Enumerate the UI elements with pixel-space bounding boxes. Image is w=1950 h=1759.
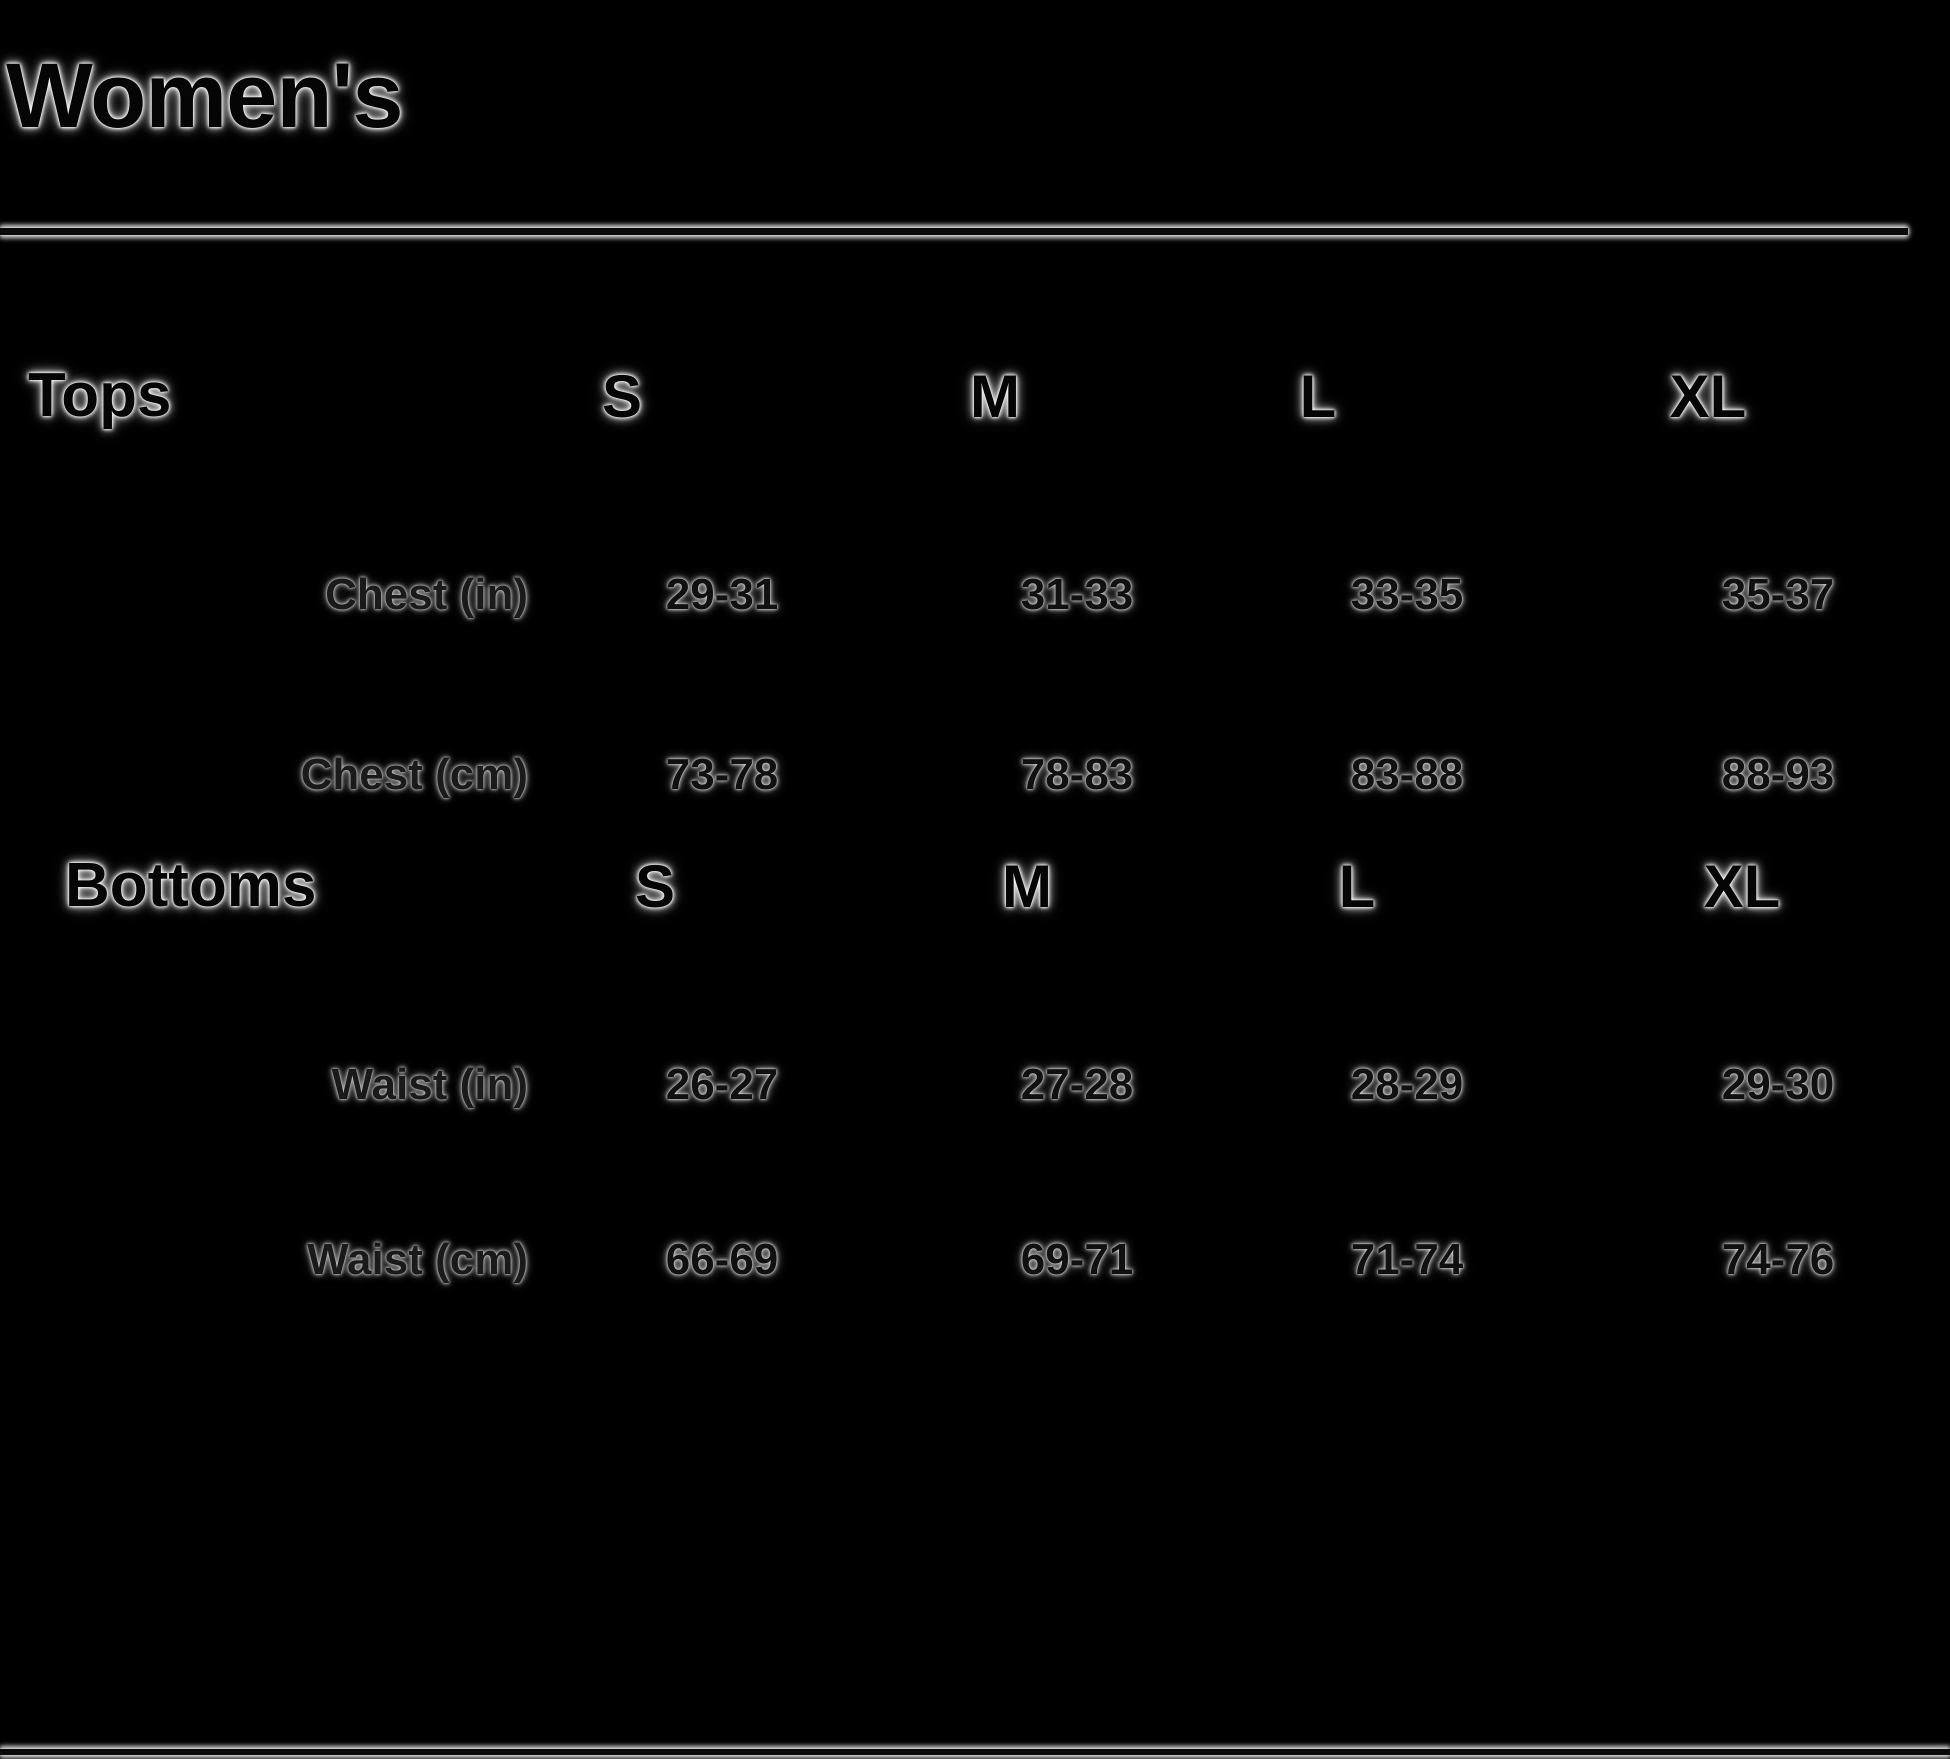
page-title: Women's bbox=[6, 44, 404, 147]
tops-category-label: Tops bbox=[28, 361, 172, 430]
bottoms-row-label-waist-cm: Waist (cm) bbox=[307, 1235, 528, 1284]
bottoms-waist-cm-s: 66-69 bbox=[665, 1235, 779, 1284]
footer-divider bbox=[0, 1749, 1950, 1755]
bottoms-waist-cm-l: 71-74 bbox=[1350, 1235, 1464, 1284]
tops-chest-in-l: 33-35 bbox=[1350, 570, 1464, 619]
bottoms-waist-cm-m: 69-71 bbox=[1020, 1235, 1134, 1284]
bottoms-size-header-m: M bbox=[1002, 853, 1052, 920]
tops-size-header-s: S bbox=[601, 363, 643, 430]
bottoms-waist-in-l: 28-29 bbox=[1350, 1060, 1464, 1109]
tops-chest-cm-m: 78-83 bbox=[1020, 750, 1134, 799]
tops-chest-cm-l: 83-88 bbox=[1350, 750, 1464, 799]
bottoms-size-header-l: L bbox=[1338, 853, 1376, 920]
tops-size-header-m: M bbox=[970, 363, 1020, 430]
tops-chest-cm-s: 73-78 bbox=[665, 750, 779, 799]
bottoms-row-label-waist-in: Waist (in) bbox=[331, 1060, 528, 1109]
tops-row-label-chest-cm: Chest (cm) bbox=[300, 750, 528, 799]
tops-chest-in-xl: 35-37 bbox=[1721, 570, 1835, 619]
bottoms-waist-in-m: 27-28 bbox=[1020, 1060, 1134, 1109]
tops-chest-in-s: 29-31 bbox=[665, 570, 779, 619]
bottoms-size-header-s: S bbox=[634, 853, 676, 920]
bottoms-category-label: Bottoms bbox=[65, 851, 317, 920]
header-divider bbox=[0, 228, 1908, 235]
bottoms-waist-cm-xl: 74-76 bbox=[1721, 1235, 1835, 1284]
tops-size-header-l: L bbox=[1299, 363, 1337, 430]
bottoms-waist-in-xl: 29-30 bbox=[1721, 1060, 1835, 1109]
tops-size-header-xl: XL bbox=[1669, 363, 1747, 430]
tops-row-label-chest-in: Chest (in) bbox=[325, 570, 528, 619]
bottoms-size-header-xl: XL bbox=[1703, 853, 1781, 920]
bottoms-waist-in-s: 26-27 bbox=[665, 1060, 779, 1109]
tops-chest-in-m: 31-33 bbox=[1020, 570, 1134, 619]
tops-chest-cm-xl: 88-93 bbox=[1721, 750, 1835, 799]
